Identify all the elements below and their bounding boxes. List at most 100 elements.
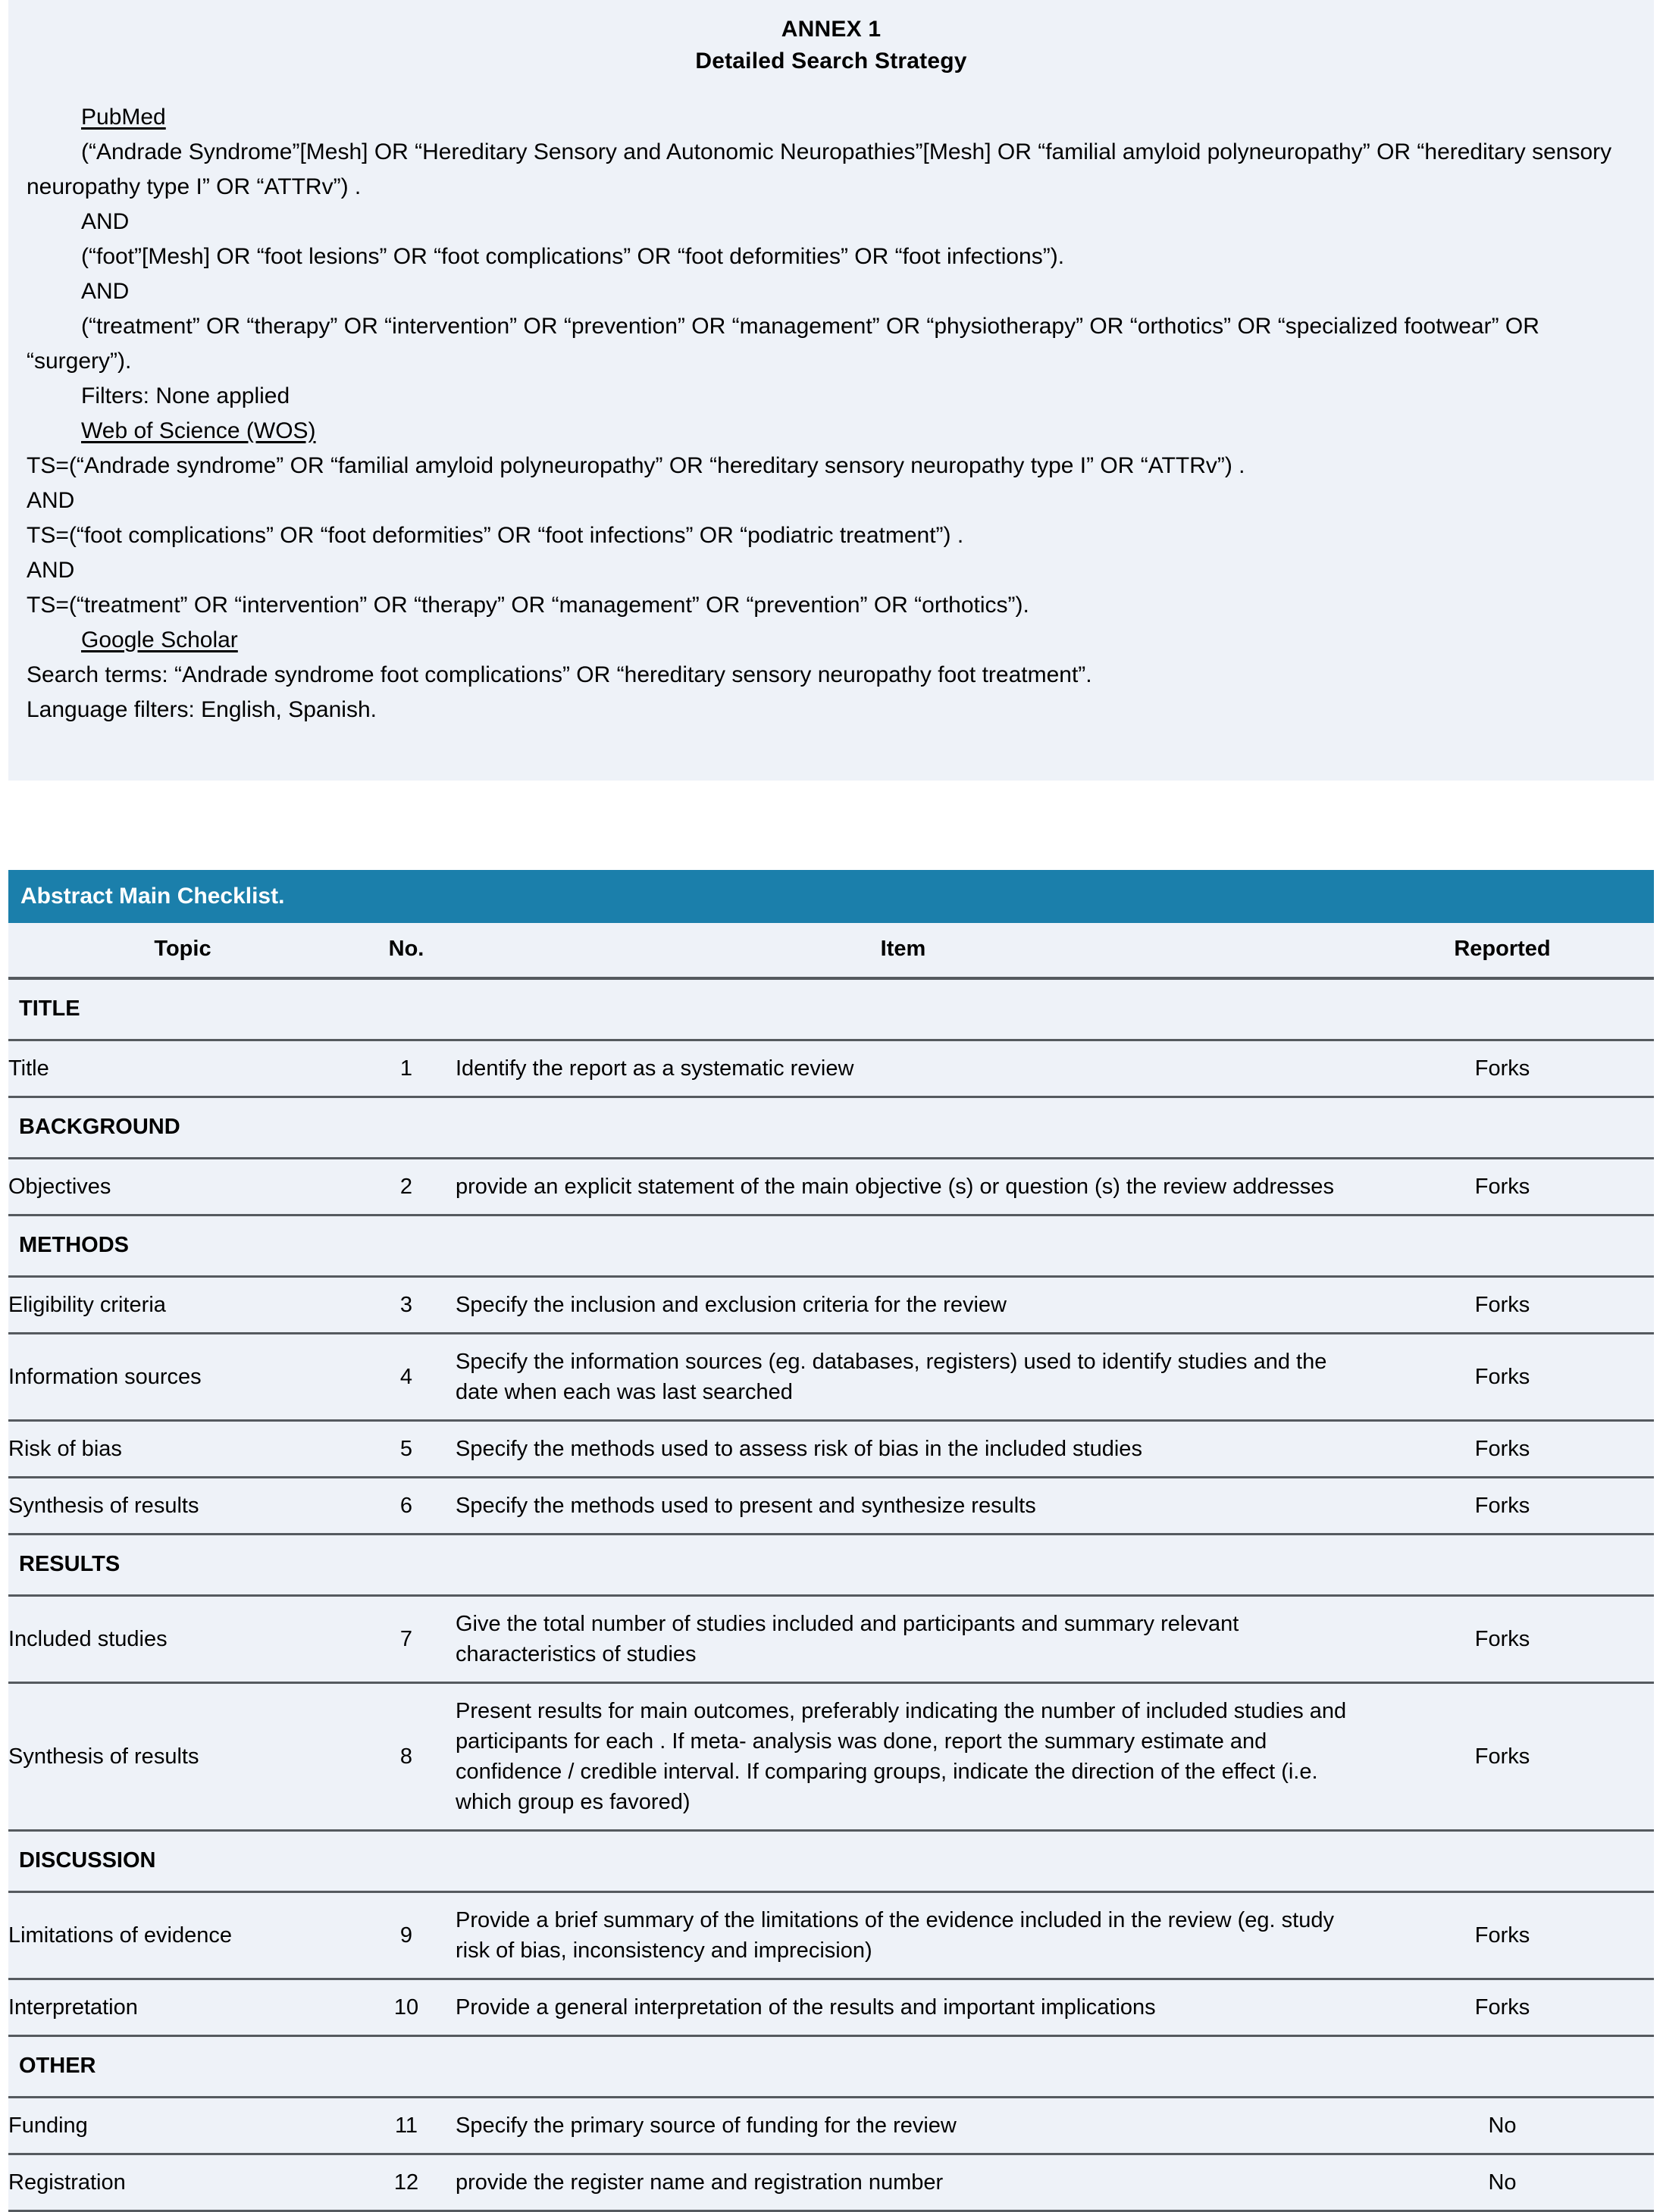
cell-no: 9	[357, 1891, 456, 1980]
table-header-row: Topic No. Item Reported	[8, 923, 1654, 980]
annex-query-line: Filters: None applied	[81, 383, 290, 408]
table-row: Registration 12 provide the register name …	[8, 2154, 1654, 2212]
cell-no: 1	[357, 1040, 456, 1098]
cell-reported: Forks	[1351, 1891, 1654, 1980]
annex-title: ANNEX 1 Detailed Search Strategy	[8, 0, 1654, 77]
cell-topic: Title	[8, 1040, 357, 1098]
annex-section-heading-label: Google Scholar	[81, 627, 238, 652]
annex-query-line: AND	[27, 488, 75, 513]
cell-item: Specify the methods used to assess risk …	[456, 1420, 1351, 1478]
cell-no: 7	[357, 1595, 456, 1684]
cell-item: Specify the inclusion and exclusion crit…	[456, 1276, 1351, 1334]
cell-item: Provide a general interpretation of the …	[456, 1979, 1351, 2037]
table-row: Funding 11 Specify the primary source of f…	[8, 2097, 1654, 2155]
table-row: Synthesis of results 6 Specify the methods…	[8, 1477, 1654, 1535]
cell-no: 10	[357, 1979, 456, 2037]
cell-no: 4	[357, 1333, 456, 1422]
cell-item: Give the total number of studies include…	[456, 1595, 1351, 1684]
annex-query-line: TS=(“foot complications” OR “foot deform…	[27, 523, 964, 548]
table-row: Eligibility criteria 3 Specify the inclusi…	[8, 1276, 1654, 1334]
table-section-row: OTHER	[8, 2035, 1654, 2098]
cell-reported: Forks	[1351, 1420, 1654, 1478]
annex-query-line: AND	[81, 209, 130, 234]
annex-query-line: AND	[81, 279, 130, 304]
cell-item: Present results for main outcomes, prefe…	[456, 1682, 1351, 1832]
annex-query-line: AND	[27, 558, 75, 583]
annex-search-strategy-block: ANNEX 1 Detailed Search Strategy PubMed (…	[8, 0, 1654, 781]
cell-topic: Funding	[8, 2097, 357, 2155]
cell-item: provide an explicit statement of the mai…	[456, 1158, 1351, 1216]
annex-section-heading: PubMed	[27, 100, 1636, 135]
cell-topic: Limitations of evidence	[8, 1891, 357, 1980]
table-body: TITLE Title 1 Identify the report as a syst…	[8, 978, 1654, 2212]
cell-topic: Interpretation	[8, 1979, 357, 2037]
table-section-label: TITLE	[8, 978, 1654, 1041]
annex-query-line: (“treatment” OR “therapy” OR “interventi…	[27, 314, 1539, 374]
cell-topic: Synthesis of results	[8, 1477, 357, 1535]
column-header-no: No.	[357, 923, 456, 980]
table-section-row: TITLE	[8, 978, 1654, 1041]
annex-section-heading-label: Web of Science (WOS)	[81, 418, 316, 443]
cell-no: 2	[357, 1158, 456, 1216]
column-header-reported: Reported	[1351, 923, 1654, 980]
table-row: Synthesis of results 8 Present results for…	[8, 1682, 1654, 1832]
annex-body: PubMed (“Andrade Syndrome”[Mesh] OR “Here…	[8, 77, 1654, 727]
annex-title-line1: ANNEX 1	[781, 17, 882, 42]
table-section-label: OTHER	[8, 2035, 1654, 2098]
table-row: Objectives 2 provide an explicit statement…	[8, 1158, 1654, 1216]
column-header-topic: Topic	[8, 923, 357, 980]
table-row: Risk of bias 5 Specify the methods used to…	[8, 1420, 1654, 1478]
annex-section-heading-label: PubMed	[81, 105, 166, 130]
cell-item: Provide a brief summary of the limitatio…	[456, 1891, 1351, 1980]
cell-reported: Forks	[1351, 1158, 1654, 1216]
table-caption: Abstract Main Checklist.	[8, 870, 1654, 923]
cell-reported: Forks	[1351, 1682, 1654, 1832]
cell-reported: Forks	[1351, 1595, 1654, 1684]
cell-item: Identify the report as a systematic revi…	[456, 1040, 1351, 1098]
annex-section-heading: Web of Science (WOS)	[27, 414, 1636, 449]
cell-reported: Forks	[1351, 1477, 1654, 1535]
annex-query-line: (“foot”[Mesh] OR “foot lesions” OR “foot…	[81, 244, 1065, 269]
cell-topic: Included studies	[8, 1595, 357, 1684]
cell-no: 8	[357, 1682, 456, 1832]
table-section-row: METHODS	[8, 1215, 1654, 1278]
table-section-label: METHODS	[8, 1215, 1654, 1278]
cell-topic: Information sources	[8, 1333, 357, 1422]
table-row: Title 1 Identify the report as a systemati…	[8, 1040, 1654, 1098]
cell-topic: Synthesis of results	[8, 1682, 357, 1832]
table-section-label: DISCUSSION	[8, 1830, 1654, 1893]
table-section-row: BACKGROUND	[8, 1097, 1654, 1159]
cell-topic: Objectives	[8, 1158, 357, 1216]
cell-reported: Forks	[1351, 1333, 1654, 1422]
table-section-label: RESULTS	[8, 1534, 1654, 1597]
table-head: Topic No. Item Reported	[8, 923, 1654, 980]
table-row: Information sources 4 Specify the informat…	[8, 1333, 1654, 1422]
cell-topic: Registration	[8, 2154, 357, 2212]
annex-section-heading: Google Scholar	[27, 623, 1636, 658]
cell-reported: Forks	[1351, 1276, 1654, 1334]
table-section-row: RESULTS	[8, 1534, 1654, 1597]
cell-no: 11	[357, 2097, 456, 2155]
cell-topic: Eligibility criteria	[8, 1276, 357, 1334]
annex-query-line: (“Andrade Syndrome”[Mesh] OR “Hereditary…	[27, 139, 1612, 199]
cell-no: 3	[357, 1276, 456, 1334]
cell-topic: Risk of bias	[8, 1420, 357, 1478]
table-row: Included studies 7 Give the total number o…	[8, 1595, 1654, 1684]
table-row: Limitations of evidence 9 Provide a brief …	[8, 1891, 1654, 1980]
annex-title-line2: Detailed Search Strategy	[695, 48, 967, 74]
cell-item: provide the register name and registrati…	[456, 2154, 1351, 2212]
cell-reported: Forks	[1351, 1040, 1654, 1098]
cell-item: Specify the information sources (eg. dat…	[456, 1333, 1351, 1422]
annex-query-line: TS=(“Andrade syndrome” OR “familial amyl…	[27, 453, 1245, 478]
table-section-label: BACKGROUND	[8, 1097, 1654, 1159]
column-header-item: Item	[456, 923, 1351, 980]
annex-query-line: Search terms: “Andrade syndrome foot com…	[27, 662, 1092, 687]
cell-no: 12	[357, 2154, 456, 2212]
abstract-checklist-block: Abstract Main Checklist. Topic No. Item …	[8, 870, 1654, 2212]
cell-reported: No	[1351, 2097, 1654, 2155]
cell-item: Specify the primary source of funding fo…	[456, 2097, 1351, 2155]
table-section-row: DISCUSSION	[8, 1830, 1654, 1893]
cell-reported: Forks	[1351, 1979, 1654, 2037]
checklist-table: Topic No. Item Reported TITLE Title 1 Ident…	[8, 923, 1654, 2212]
cell-no: 6	[357, 1477, 456, 1535]
